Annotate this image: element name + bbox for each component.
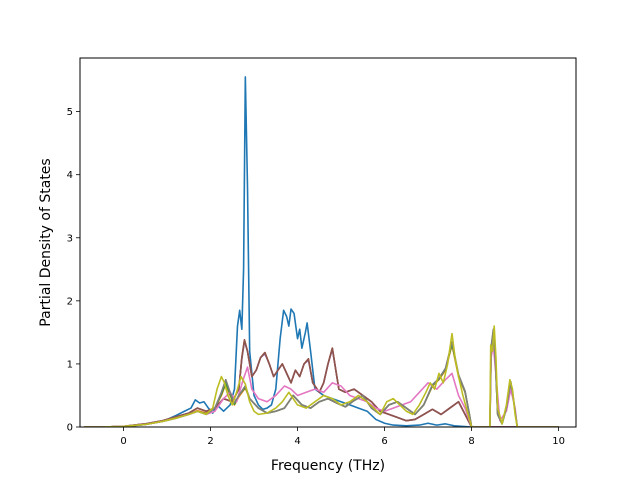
y-tick-label: 5 — [67, 107, 73, 118]
x-tick-label: 2 — [207, 436, 213, 447]
plot-area — [80, 58, 576, 427]
series-line-9 — [84, 325, 559, 427]
x-tick-label: 8 — [468, 436, 474, 447]
series-layer — [84, 76, 559, 427]
y-axis-title: Partial Density of States — [38, 158, 54, 326]
plot-frame — [79, 57, 577, 428]
y-tick-label: 2 — [67, 296, 73, 307]
y-tick-label: 0 — [67, 423, 73, 434]
y-axis: 0 1 2 3 4 5 — [67, 107, 80, 434]
x-axis: 0 2 4 6 8 10 — [120, 427, 565, 447]
series-line-1 — [84, 76, 559, 427]
x-tick-label: 6 — [381, 436, 387, 447]
y-tick-label: 3 — [67, 233, 73, 244]
x-tick-label: 10 — [552, 436, 565, 447]
y-tick-label: 4 — [67, 170, 73, 181]
y-tick-label: 1 — [67, 359, 73, 370]
x-axis-title: Frequency (THz) — [271, 458, 385, 474]
x-tick-label: 0 — [120, 436, 126, 447]
x-tick-label: 4 — [294, 436, 300, 447]
